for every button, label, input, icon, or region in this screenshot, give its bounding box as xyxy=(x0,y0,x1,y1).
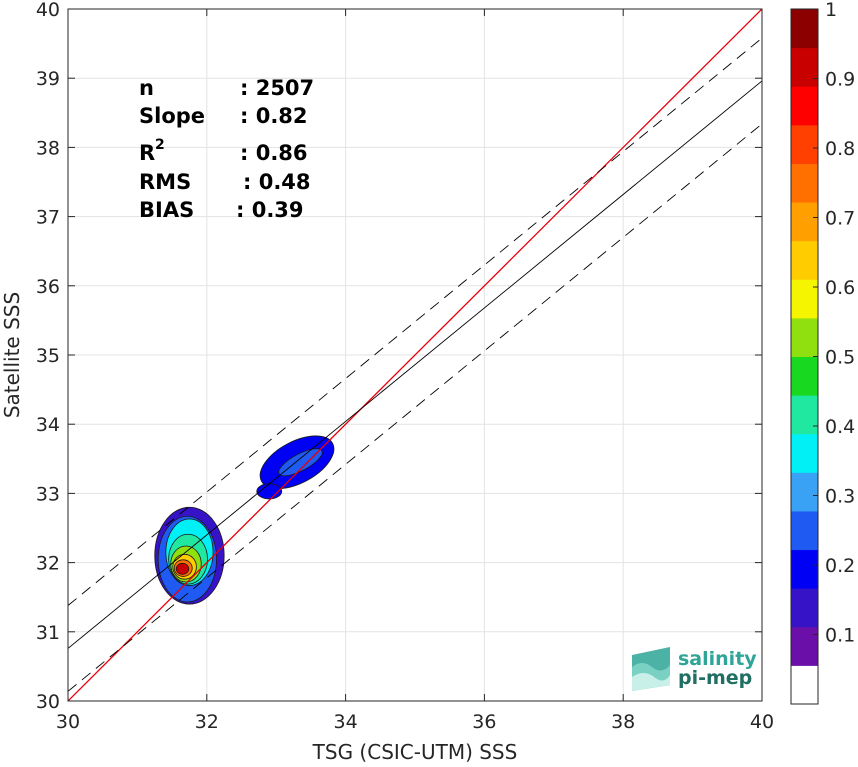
stat-value: : 0.48 xyxy=(243,170,311,194)
y-tick-label: 34 xyxy=(36,414,60,436)
density-contour xyxy=(278,448,323,477)
stat-value: : 0.86 xyxy=(240,141,308,165)
colorbar-segment xyxy=(791,317,818,357)
colorbar-tick-label: 0.4 xyxy=(825,416,855,438)
colorbar-segment xyxy=(791,47,818,87)
colorbar-tick-label: 0.2 xyxy=(825,555,855,577)
colorbar-segment xyxy=(791,163,818,203)
colorbar-tick-label: 0.5 xyxy=(825,347,855,369)
colorbar-segment xyxy=(791,9,818,49)
line-identity xyxy=(68,9,762,701)
statistics-box: n : 2507 Slope : 0.82 R 2 : 0.86 RMS : 0.48 BIAS:… xyxy=(139,76,314,222)
y-tick-label: 30 xyxy=(36,691,60,713)
x-tick-label: 32 xyxy=(195,711,219,733)
stat-value: : 0.39 xyxy=(236,198,304,222)
colorbar-tick-label: 0.8 xyxy=(825,138,855,160)
x-tick-label: 36 xyxy=(472,711,496,733)
y-axis-ticks: 30 31 32 33 34 35 36 37 38 39 40 xyxy=(36,0,762,713)
y-tick-label: 36 xyxy=(36,276,60,298)
colorbar-tick-label: 0.7 xyxy=(825,208,855,230)
stat-label: Slope xyxy=(139,104,205,128)
x-tick-label: 34 xyxy=(334,711,358,733)
stat-label: n xyxy=(139,76,154,100)
colorbar-tick-label: 0.1 xyxy=(825,625,855,647)
reference-lines xyxy=(68,9,762,701)
colorbar-segment xyxy=(791,356,818,396)
colorbar-segment xyxy=(791,510,818,551)
colorbar-segment xyxy=(791,124,818,164)
y-tick-label: 40 xyxy=(36,0,60,21)
colorbar-segment xyxy=(791,395,818,435)
density-contour xyxy=(175,562,190,575)
colorbar-segment xyxy=(791,472,818,512)
colorbar-segment xyxy=(791,240,818,280)
colorbar: 0.1 0.2 0.3 0.4 0.5 0.6 0.7 0.8 0.9 1 xyxy=(790,0,855,705)
salinity-pi-mep-logo: salinity pi-mep xyxy=(632,647,757,691)
line-upper-bound xyxy=(68,37,762,606)
logo-line1: salinity xyxy=(678,648,757,670)
stat-value: : 0.82 xyxy=(240,104,308,128)
stat-superscript: 2 xyxy=(155,137,165,153)
y-axis-label: Satellite SSS xyxy=(0,292,24,418)
x-axis-ticks: 30 32 34 36 38 40 xyxy=(56,9,774,733)
y-tick-label: 38 xyxy=(36,137,60,159)
stat-label: R xyxy=(139,141,155,165)
y-tick-label: 39 xyxy=(36,68,60,90)
stat-label: BIAS xyxy=(139,198,194,222)
x-axis-label: TSG (CSIC-UTM) SSS xyxy=(312,740,518,764)
logo-line2: pi-mep xyxy=(678,667,752,689)
x-tick-label: 30 xyxy=(56,711,80,733)
colorbar-segment xyxy=(791,588,818,628)
colorbar-segment xyxy=(791,279,818,319)
stat-value: : 2507 xyxy=(240,76,314,100)
colorbar-tick-label: 0.9 xyxy=(825,69,855,91)
line-regression xyxy=(68,80,762,649)
line-lower-bound xyxy=(68,123,762,692)
y-tick-label: 31 xyxy=(36,622,60,644)
x-tick-label: 38 xyxy=(611,711,635,733)
colorbar-tick-label: 0.3 xyxy=(825,486,855,508)
colorbar-tick-label: 1 xyxy=(825,0,837,21)
y-tick-label: 37 xyxy=(36,207,60,229)
colorbar-segment xyxy=(791,665,818,705)
colorbar-segment xyxy=(791,86,818,126)
colorbar-segment xyxy=(791,549,818,589)
colorbar-segment xyxy=(791,433,818,473)
y-tick-label: 33 xyxy=(36,483,60,505)
colorbar-tick-label: 0.6 xyxy=(825,277,855,299)
y-tick-label: 32 xyxy=(36,553,60,575)
x-tick-label: 40 xyxy=(750,711,774,733)
colorbar-segment xyxy=(791,202,818,242)
y-tick-label: 35 xyxy=(36,345,60,367)
stat-label: RMS xyxy=(139,170,191,194)
colorbar-segment xyxy=(791,626,818,666)
